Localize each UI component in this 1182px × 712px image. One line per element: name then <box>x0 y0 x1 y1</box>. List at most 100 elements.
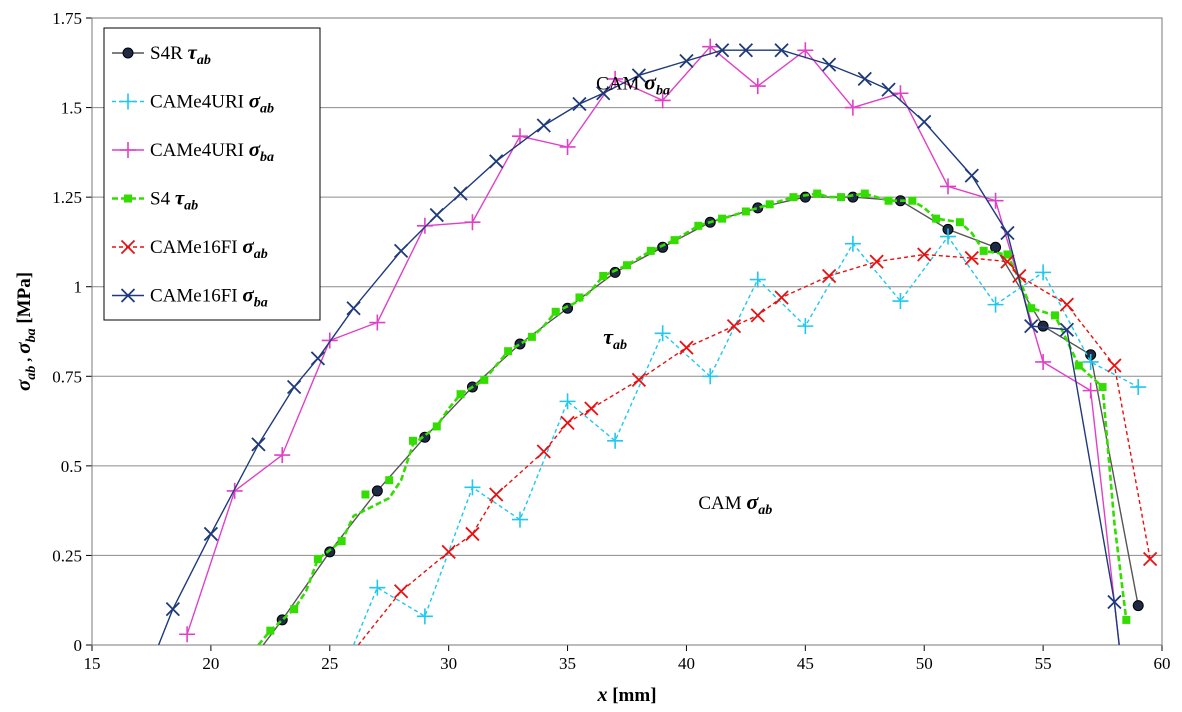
data-point <box>572 96 587 112</box>
data-point <box>290 605 299 614</box>
annotation-tau_ab: τab <box>603 324 627 353</box>
data-point <box>1142 551 1158 567</box>
data-point <box>917 114 932 130</box>
tick-labels: 0 0.25 0.5 0.75 1 1.25 1.5 1.75 15 20 25 30 35 40 45 50… <box>52 9 1170 673</box>
data-point <box>860 189 869 198</box>
data-point <box>623 261 631 270</box>
data-point <box>385 476 394 485</box>
data-point <box>964 250 979 266</box>
tick-label-x: 45 <box>797 654 814 673</box>
data-point <box>990 241 1002 253</box>
data-point <box>274 447 291 464</box>
data-point <box>266 626 275 635</box>
data-point <box>1107 594 1122 610</box>
data-point <box>559 138 576 155</box>
tick-label-x: 25 <box>321 654 338 673</box>
data-point <box>752 202 764 214</box>
data-point <box>797 318 814 335</box>
data-point <box>1000 225 1015 241</box>
legend-item: CAMe4URI σba <box>112 137 274 165</box>
legend-item: CAMe16FI σab <box>112 234 268 262</box>
data-point <box>416 217 433 234</box>
series-6 <box>157 43 1122 645</box>
data-point <box>286 379 302 395</box>
data-point <box>892 85 909 102</box>
data-point <box>489 487 504 502</box>
data-point <box>908 196 917 205</box>
annotation-cam_sab: CAM σab <box>698 489 772 518</box>
data-point <box>979 246 988 255</box>
data-point <box>765 200 774 209</box>
data-point <box>575 293 584 302</box>
tick-label-y: 0 <box>74 636 83 655</box>
data-point <box>609 266 621 278</box>
tick-label-y: 0.75 <box>52 367 82 386</box>
data-point <box>799 191 811 203</box>
data-point <box>1003 250 1012 259</box>
data-point <box>456 390 465 399</box>
axis-titles: x [mm] σab , σba [MPa] <box>11 272 657 706</box>
series-3 <box>179 38 1120 645</box>
data-point <box>813 189 822 198</box>
data-point <box>821 268 837 284</box>
data-point <box>657 241 669 253</box>
data-point <box>789 193 798 202</box>
data-point <box>631 68 647 83</box>
data-point <box>179 626 196 643</box>
data-point <box>654 325 671 342</box>
data-point <box>313 555 322 564</box>
data-point <box>480 375 489 384</box>
data-point <box>310 351 326 366</box>
data-point <box>393 584 409 599</box>
data-point <box>1107 358 1122 373</box>
data-point <box>987 192 1004 209</box>
data-point <box>607 70 624 87</box>
data-point <box>596 86 611 101</box>
legend-marker <box>120 288 136 303</box>
data-point <box>465 526 480 542</box>
data-point <box>504 347 513 356</box>
data-point <box>774 43 789 58</box>
data-point <box>646 246 655 255</box>
data-point <box>489 154 504 169</box>
data-point <box>536 444 551 459</box>
legend-item: CAMe4URI σab <box>112 89 274 117</box>
legend-marker <box>124 194 132 203</box>
x-axis-title: x [mm] <box>596 684 656 706</box>
tick-label-x: 40 <box>678 654 695 673</box>
data-point <box>441 544 456 559</box>
data-point <box>203 526 219 542</box>
data-point <box>857 71 872 87</box>
data-point <box>369 579 386 596</box>
data-point <box>584 401 599 416</box>
data-point <box>1035 264 1052 281</box>
data-point <box>749 271 766 288</box>
data-point <box>346 301 361 316</box>
tick-label-x: 35 <box>559 654 576 673</box>
data-point <box>453 186 468 201</box>
data-point <box>1027 304 1036 313</box>
legend-label: S4 τab <box>150 186 198 214</box>
legend: S4R τab CAMe4URI σab CAMe4URI σba S4 τab CAM… <box>103 27 321 321</box>
tick-label-y: 1 <box>74 278 83 297</box>
data-point <box>1035 353 1052 370</box>
data-point <box>702 38 719 55</box>
data-point <box>429 207 444 223</box>
data-point <box>536 118 551 133</box>
data-point <box>917 247 932 262</box>
series-4 <box>257 189 1131 645</box>
data-point <box>1082 382 1099 399</box>
legend-marker <box>120 239 136 255</box>
data-point <box>369 314 386 331</box>
tick-label-x: 30 <box>440 654 457 673</box>
data-point <box>1059 322 1075 337</box>
data-point <box>512 511 528 528</box>
data-point <box>670 236 679 245</box>
data-point <box>702 368 719 385</box>
legend-marker <box>120 142 136 158</box>
data-point <box>464 214 481 231</box>
axes <box>86 17 1163 651</box>
data-point <box>726 318 742 334</box>
series-line <box>352 235 1139 645</box>
